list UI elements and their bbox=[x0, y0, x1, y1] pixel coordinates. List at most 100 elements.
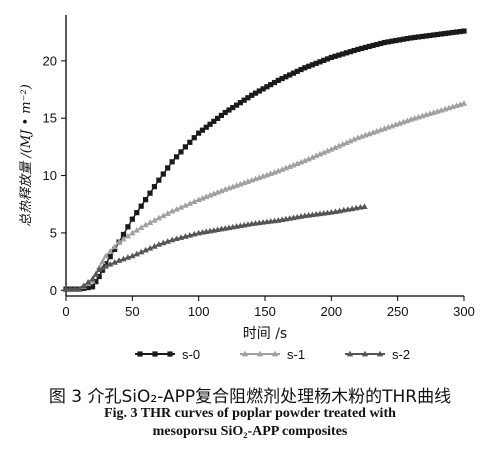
data-point-s-0 bbox=[178, 149, 184, 155]
legend-item-s-2: s-2 bbox=[345, 347, 410, 362]
data-point-s-0 bbox=[249, 92, 255, 98]
data-point-s-2 bbox=[76, 285, 83, 292]
data-point-s-1 bbox=[335, 142, 343, 149]
data-point-s-1 bbox=[203, 193, 210, 200]
legend-marker-s-1 bbox=[241, 350, 249, 357]
data-point-s-0 bbox=[271, 79, 278, 86]
y-tick-label: 10 bbox=[43, 168, 57, 183]
data-point-s-0 bbox=[199, 127, 206, 133]
data-point-s-0 bbox=[151, 184, 158, 190]
data-point-s-0 bbox=[321, 57, 327, 63]
data-point-s-0 bbox=[268, 82, 274, 88]
data-point-s-0 bbox=[89, 284, 96, 290]
data-point-s-0 bbox=[160, 171, 166, 177]
legend-item-s-0: s-0 bbox=[135, 347, 200, 362]
legend-label-s-2: s-2 bbox=[392, 347, 410, 362]
data-point-s-1 bbox=[142, 221, 149, 228]
data-point-s-1 bbox=[129, 229, 136, 236]
data-point-s-0 bbox=[340, 51, 346, 57]
data-point-s-1 bbox=[275, 167, 282, 174]
data-point-s-1 bbox=[286, 163, 293, 169]
data-point-s-1 bbox=[290, 161, 297, 168]
data-point-s-2 bbox=[146, 245, 154, 251]
data-point-s-0 bbox=[404, 35, 410, 42]
series-line-s-2 bbox=[66, 205, 365, 290]
data-point-s-0 bbox=[196, 130, 202, 136]
data-point-s-1 bbox=[324, 147, 331, 154]
data-point-s-0 bbox=[328, 54, 334, 61]
legend-item-s-1: s-1 bbox=[240, 347, 305, 362]
legend-marker-s-2 bbox=[346, 350, 354, 357]
legend: s-0 s-1 s-2 bbox=[135, 347, 410, 362]
data-point-s-0 bbox=[343, 50, 350, 56]
data-point-s-2 bbox=[89, 275, 96, 282]
data-point-s-0 bbox=[264, 84, 270, 90]
data-point-s-0 bbox=[374, 41, 380, 48]
x-tick-label: 150 bbox=[254, 304, 276, 319]
data-point-s-0 bbox=[241, 97, 247, 103]
series-line-s-0 bbox=[66, 30, 465, 290]
data-point-s-0 bbox=[446, 30, 452, 36]
data-point-s-0 bbox=[283, 74, 289, 80]
data-point-s-1 bbox=[339, 141, 346, 147]
data-point-s-0 bbox=[385, 39, 391, 45]
data-point-s-0 bbox=[222, 109, 228, 116]
y-tick-label: 20 bbox=[43, 53, 57, 68]
data-point-s-1 bbox=[151, 217, 158, 223]
legend-label-s-1: s-1 bbox=[287, 347, 305, 362]
data-point-s-0 bbox=[355, 46, 361, 53]
data-point-s-1 bbox=[347, 137, 354, 144]
data-point-s-1 bbox=[316, 150, 324, 157]
data-point-s-0 bbox=[370, 42, 376, 49]
data-point-s-1 bbox=[124, 232, 132, 239]
series-s-1 bbox=[62, 100, 468, 292]
data-point-s-0 bbox=[359, 45, 365, 52]
data-point-s-0 bbox=[143, 197, 149, 203]
data-point-s-0 bbox=[427, 32, 433, 39]
data-point-s-0 bbox=[275, 77, 281, 83]
series-s-2 bbox=[62, 203, 368, 292]
data-point-s-1 bbox=[137, 224, 145, 230]
data-point-s-0 bbox=[147, 190, 153, 196]
data-point-s-1 bbox=[182, 202, 189, 208]
legend-marker-s-1 bbox=[271, 350, 279, 357]
data-point-s-0 bbox=[461, 28, 467, 34]
data-point-s-1 bbox=[343, 139, 350, 146]
data-point-s-1 bbox=[155, 214, 163, 221]
data-point-s-0 bbox=[129, 216, 135, 222]
data-point-s-0 bbox=[279, 75, 285, 82]
axes: 0 50 100 150 200 250 300 0 5 10 15 20 时间 /s 总热释放量 /(M… bbox=[19, 15, 475, 342]
data-point-s-1 bbox=[206, 192, 214, 198]
data-point-s-2 bbox=[107, 261, 114, 267]
data-point-s-1 bbox=[309, 154, 316, 160]
data-point-s-1 bbox=[460, 100, 468, 106]
data-point-s-0 bbox=[215, 115, 221, 121]
data-point-s-2 bbox=[164, 238, 171, 244]
data-point-s-1 bbox=[133, 227, 140, 233]
data-point-s-0 bbox=[226, 107, 232, 113]
data-point-s-0 bbox=[362, 44, 369, 51]
legend-marker-s-1 bbox=[256, 350, 264, 357]
figure-caption-english-line1: Fig. 3 THR curves of poplar powder treat… bbox=[104, 406, 396, 421]
data-point-s-2 bbox=[71, 285, 79, 292]
data-point-s-0 bbox=[156, 177, 162, 183]
data-point-s-1 bbox=[168, 207, 176, 214]
data-point-s-0 bbox=[431, 32, 437, 38]
data-point-s-1 bbox=[294, 160, 301, 167]
x-axis-label: 时间 /s bbox=[243, 326, 287, 342]
data-point-s-0 bbox=[332, 53, 338, 59]
data-point-s-0 bbox=[434, 31, 441, 38]
data-point-s-0 bbox=[203, 124, 209, 130]
y-axis-label: 总热释放量 /(MJ • m⁻²) bbox=[19, 84, 34, 227]
data-point-s-1 bbox=[320, 149, 327, 155]
data-point-s-0 bbox=[245, 95, 251, 101]
data-point-s-0 bbox=[324, 56, 331, 62]
legend-marker-s-2 bbox=[361, 350, 369, 357]
data-point-s-0 bbox=[138, 203, 144, 209]
data-point-s-2 bbox=[129, 252, 136, 259]
x-tick-label: 100 bbox=[188, 304, 210, 319]
data-point-s-0 bbox=[260, 86, 266, 92]
data-point-s-0 bbox=[336, 52, 342, 58]
y-tick-label: 0 bbox=[50, 283, 57, 298]
data-point-s-2 bbox=[62, 285, 70, 292]
